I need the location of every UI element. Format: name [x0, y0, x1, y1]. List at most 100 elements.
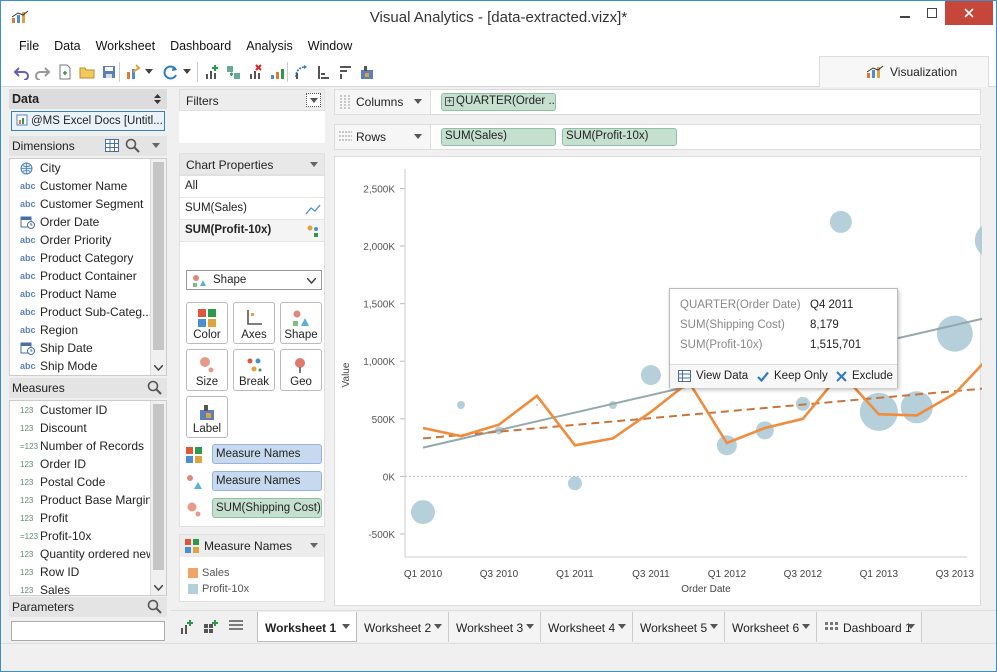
field-item[interactable]: 123 Order ID [10, 455, 166, 473]
fit-icon[interactable] [357, 62, 377, 82]
refresh-icon[interactable] [161, 62, 181, 82]
chevron-down-icon[interactable] [414, 134, 422, 139]
profit-bubble[interactable] [456, 401, 465, 409]
profit-bubble[interactable] [716, 435, 737, 456]
field-item[interactable]: abc Product Name [10, 285, 166, 303]
chevron-down-icon[interactable] [310, 162, 318, 167]
geo-card[interactable]: Geo [280, 349, 322, 391]
chevron-down-icon[interactable] [414, 99, 422, 104]
field-item[interactable]: 123 Discount [10, 419, 166, 437]
field-item[interactable]: abc Customer Name [10, 177, 166, 195]
tab-worksheet-2[interactable]: Worksheet 2 [357, 612, 449, 642]
properties-profit-tab[interactable]: SUM(Profit-10x) [180, 220, 324, 242]
chevron-down-icon[interactable] [526, 624, 534, 629]
table-view-icon[interactable] [105, 139, 119, 152]
label-card[interactable]: Label [186, 396, 228, 438]
datasource-item[interactable]: @MS Excel Docs [Untitl... [11, 111, 165, 131]
field-item[interactable]: Ship Date [10, 339, 166, 357]
undo-icon[interactable] [11, 62, 31, 82]
axes-card[interactable]: Axes [233, 302, 275, 344]
scroll-down-icon[interactable] [154, 585, 163, 591]
field-item[interactable]: abc Region [10, 321, 166, 339]
field-item[interactable]: 123 Product Base Margin [10, 491, 166, 509]
size-card[interactable]: Size [186, 349, 228, 391]
mark-type-select[interactable]: Shape [186, 270, 322, 290]
menu-data[interactable]: Data [54, 39, 81, 53]
shape-card[interactable]: Shape [280, 302, 322, 344]
profit-bubble[interactable] [411, 500, 435, 525]
new-datasource-icon[interactable] [123, 62, 143, 82]
field-item[interactable]: Order Date [10, 213, 166, 231]
chevron-down-icon[interactable] [342, 624, 350, 629]
measure-names-color-pill[interactable]: Measure Names [212, 444, 322, 464]
field-item[interactable]: =123 Number of Records [10, 437, 166, 455]
field-item[interactable]: abc Ship Mode [10, 357, 166, 375]
chevron-down-icon[interactable] [710, 624, 718, 629]
tab-worksheet-6[interactable]: Worksheet 6 [725, 612, 817, 642]
chevron-down-icon[interactable] [310, 543, 318, 548]
sort-updown-icon[interactable] [154, 94, 161, 104]
clear-worksheet-icon[interactable] [245, 62, 265, 82]
field-item[interactable]: abc Product Category [10, 249, 166, 267]
field-item[interactable]: 123 Sales [10, 581, 166, 595]
filters-drop-area[interactable] [179, 111, 325, 143]
visualization-tab[interactable]: Visualization [819, 56, 989, 87]
exclude-button[interactable]: Exclude [836, 370, 893, 382]
tab-worksheet-5[interactable]: Worksheet 5 [633, 612, 725, 642]
profit-bubble[interactable] [535, 404, 538, 406]
field-item[interactable]: City [10, 159, 166, 177]
tab-worksheet-3[interactable]: Worksheet 3 [449, 612, 541, 642]
shipping-cost-size-pill[interactable]: SUM(Shipping Cost) [212, 498, 322, 518]
profit-bubble[interactable] [936, 315, 973, 352]
scrollbar-thumb[interactable] [153, 404, 164, 570]
break-card[interactable]: Break [233, 349, 275, 391]
tab-list-icon[interactable] [229, 620, 243, 632]
vertical-scrollbar[interactable] [150, 159, 166, 375]
field-item[interactable]: abc Customer Segment [10, 195, 166, 213]
new-file-icon[interactable] [55, 62, 75, 82]
view-data-button[interactable]: View Data [678, 370, 748, 382]
parameters-list[interactable] [11, 621, 165, 641]
tab-worksheet-4[interactable]: Worksheet 4 [541, 612, 633, 642]
vertical-scrollbar[interactable] [150, 401, 166, 595]
field-item[interactable]: =123 Profit-10x [10, 527, 166, 545]
measure-names-shape-pill[interactable]: Measure Names [212, 471, 322, 491]
menu-worksheet[interactable]: Worksheet [95, 39, 156, 53]
properties-all-tab[interactable]: All [180, 176, 324, 198]
properties-sales-tab[interactable]: SUM(Sales) [180, 198, 324, 220]
new-worksheet-icon[interactable] [179, 619, 195, 635]
search-icon[interactable] [125, 138, 140, 153]
tab-worksheet-1[interactable]: Worksheet 1 [257, 612, 357, 642]
quarter-order-date-pill[interactable]: + QUARTER(Order ... [441, 93, 556, 111]
tab-dashboard-1[interactable]: Dashboard 1 [817, 612, 922, 642]
profit-bubble[interactable] [974, 222, 982, 258]
open-folder-icon[interactable] [77, 62, 97, 82]
minimize-button[interactable] [891, 1, 919, 25]
scrollbar-thumb[interactable] [153, 162, 164, 350]
field-item[interactable]: abc Product Container [10, 267, 166, 285]
scroll-down-icon[interactable] [154, 365, 163, 371]
keep-only-button[interactable]: Keep Only [757, 370, 828, 382]
save-icon[interactable] [99, 62, 119, 82]
profit-bubble[interactable] [640, 365, 661, 386]
field-item[interactable]: 123 Customer ID [10, 401, 166, 419]
sum-sales-pill[interactable]: SUM(Sales) [441, 128, 556, 146]
sales-line[interactable] [422, 353, 982, 447]
rows-shelf[interactable]: Rows SUM(Sales) SUM(Profit-10x) [334, 124, 981, 150]
redo-icon[interactable] [33, 62, 53, 82]
sort-descending-icon[interactable] [335, 62, 355, 82]
search-icon[interactable] [147, 380, 162, 395]
maximize-button[interactable] [919, 1, 945, 25]
field-item[interactable]: 123 Profit [10, 509, 166, 527]
field-item[interactable]: abc Product Sub-Categ... [10, 303, 166, 321]
chevron-down-icon[interactable] [907, 624, 915, 629]
menu-dashboard[interactable]: Dashboard [170, 39, 232, 53]
menu-file[interactable]: File [19, 39, 40, 53]
chevron-down-icon[interactable] [802, 624, 810, 629]
sort-ascending-icon[interactable] [313, 62, 333, 82]
field-item[interactable]: abc Order Priority [10, 231, 166, 249]
duplicate-worksheet-icon[interactable] [223, 62, 243, 82]
expand-icon[interactable]: + [445, 96, 454, 106]
field-item[interactable]: 123 Row ID [10, 563, 166, 581]
search-icon[interactable] [147, 599, 162, 614]
